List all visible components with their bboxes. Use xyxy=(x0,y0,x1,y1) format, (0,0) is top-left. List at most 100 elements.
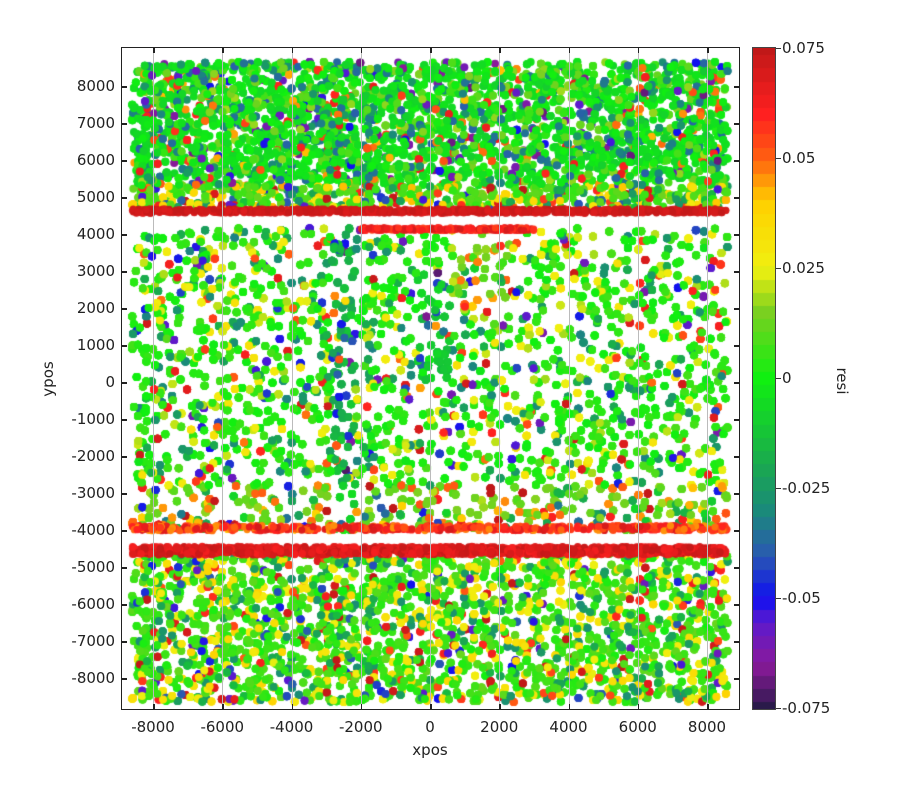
colorbar-label: resi xyxy=(833,367,851,395)
x-tick-top xyxy=(707,47,709,53)
x-tick-bottom xyxy=(222,704,224,710)
y-tick-label: -4000 xyxy=(71,521,115,539)
y-tick-label: -8000 xyxy=(71,669,115,687)
y-tick-label: 6000 xyxy=(76,151,115,169)
y-tick-left xyxy=(121,530,127,532)
x-tick-label: -6000 xyxy=(200,718,245,736)
y-tick-label: -2000 xyxy=(71,447,115,465)
y-tick-right xyxy=(734,419,740,421)
y-tick-right xyxy=(734,197,740,199)
y-tick-right xyxy=(734,345,740,347)
y-tick-label: 2000 xyxy=(76,299,115,317)
colorbar-tick xyxy=(776,708,781,709)
y-tick-left xyxy=(121,604,127,606)
y-tick-label: 8000 xyxy=(76,77,115,95)
x-axis-label: xpos xyxy=(412,741,448,759)
x-tick-bottom xyxy=(291,704,293,710)
y-tick-right xyxy=(734,530,740,532)
y-tick-label: -6000 xyxy=(71,595,115,613)
colorbar-tick xyxy=(776,488,781,489)
y-tick-label: -7000 xyxy=(71,632,115,650)
y-tick-right xyxy=(734,604,740,606)
y-tick-label: 1000 xyxy=(76,336,115,354)
x-tick-top xyxy=(153,47,155,53)
x-tick-label: 4000 xyxy=(549,718,588,736)
y-tick-left xyxy=(121,308,127,310)
y-tick-right xyxy=(734,271,740,273)
y-tick-right xyxy=(734,641,740,643)
y-tick-right xyxy=(734,567,740,569)
colorbar-tick xyxy=(776,158,781,159)
y-tick-left xyxy=(121,86,127,88)
x-tick-label: -8000 xyxy=(131,718,175,736)
y-axis-label: ypos xyxy=(39,361,57,397)
x-tick-bottom xyxy=(499,704,501,710)
x-tick-bottom xyxy=(637,704,640,710)
y-tick-label: 3000 xyxy=(76,262,115,280)
y-tick-label: 0 xyxy=(105,373,115,391)
y-tick-right xyxy=(734,493,740,495)
y-tick-left xyxy=(121,567,127,569)
y-tick-right xyxy=(734,123,740,125)
x-tick-label: -4000 xyxy=(269,718,314,736)
x-tick-top xyxy=(637,47,640,53)
colorbar-tick-label: 0 xyxy=(782,369,792,387)
colorbar-tick xyxy=(776,378,781,379)
x-tick-label: 0 xyxy=(425,718,435,736)
colorbar-tick xyxy=(776,598,781,599)
colorbar-tick-label: -0.075 xyxy=(782,699,831,717)
y-tick-left xyxy=(121,456,127,458)
y-tick-left xyxy=(121,197,127,199)
y-tick-label: -1000 xyxy=(71,410,115,428)
colorbar-tick-label: 0.05 xyxy=(782,149,816,167)
x-gridline xyxy=(707,47,708,710)
y-tick-left xyxy=(121,678,127,680)
colorbar-tick-label: -0.025 xyxy=(782,479,831,497)
y-tick-right xyxy=(734,234,740,236)
x-tick-top xyxy=(568,47,570,53)
x-tick-bottom xyxy=(707,704,709,710)
y-tick-left xyxy=(121,160,127,162)
x-tick-bottom xyxy=(153,704,155,710)
colorbar-tick xyxy=(776,48,781,49)
x-tick-bottom xyxy=(568,704,570,710)
x-gridline xyxy=(153,47,154,710)
y-tick-left xyxy=(121,382,127,384)
colorbar-gradient xyxy=(753,48,775,709)
x-tick-top xyxy=(360,47,363,53)
y-tick-left xyxy=(121,123,127,125)
y-tick-right xyxy=(734,456,740,458)
x-tick-top xyxy=(430,47,432,53)
y-tick-label: -3000 xyxy=(71,484,115,502)
x-gridline xyxy=(430,47,431,710)
colorbar-tick-label: -0.05 xyxy=(782,589,821,607)
x-gridline xyxy=(568,47,570,710)
x-gridline xyxy=(360,47,362,710)
x-gridline xyxy=(291,47,293,710)
y-tick-left xyxy=(121,419,127,421)
colorbar-tick xyxy=(776,268,781,269)
y-tick-left xyxy=(121,271,127,273)
y-tick-right xyxy=(734,678,740,680)
x-gridline xyxy=(222,47,224,710)
y-tick-label: 5000 xyxy=(76,188,115,206)
y-tick-right xyxy=(734,86,740,88)
y-tick-label: -5000 xyxy=(71,558,115,576)
y-tick-label: 4000 xyxy=(76,225,115,243)
x-tick-bottom xyxy=(360,704,363,710)
x-tick-label: 2000 xyxy=(480,718,519,736)
x-tick-top xyxy=(499,47,501,53)
y-tick-left xyxy=(121,493,127,495)
colorbar-tick-label: 0.075 xyxy=(782,39,825,57)
y-tick-right xyxy=(734,308,740,310)
x-gridline xyxy=(637,47,639,710)
y-tick-left xyxy=(121,234,127,236)
y-tick-right xyxy=(734,160,740,162)
x-tick-top xyxy=(291,47,293,53)
y-tick-right xyxy=(734,382,740,384)
y-tick-left xyxy=(121,345,127,347)
x-tick-bottom xyxy=(430,704,432,710)
colorbar-tick-label: 0.025 xyxy=(782,259,825,277)
x-tick-label: 6000 xyxy=(618,718,657,736)
